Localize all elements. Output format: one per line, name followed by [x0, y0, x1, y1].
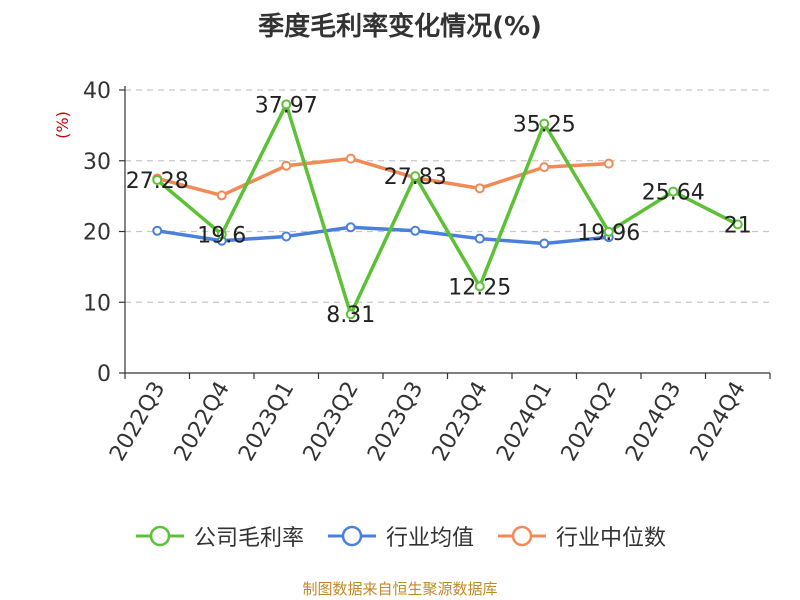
data-point: [668, 186, 679, 197]
legend-item[interactable]: 公司毛利率: [134, 520, 304, 552]
legend-label: 行业中位数: [556, 526, 667, 551]
chart-title: 季度毛利率变化情况(%): [258, 12, 542, 42]
data-label: 37.97: [255, 93, 318, 118]
x-tick-label: 2023Q4: [428, 378, 493, 466]
data-point: [539, 118, 550, 129]
data-point: [345, 153, 356, 164]
data-point: [216, 190, 227, 201]
data-label: 27.28: [126, 169, 189, 194]
data-label: 35.25: [513, 113, 576, 138]
y-axis-label: (%): [53, 111, 72, 139]
legend-item[interactable]: 行业均值: [326, 520, 474, 552]
data-point: [216, 229, 227, 240]
y-tick-label: 20: [83, 221, 111, 246]
x-tick-label: 2022Q4: [170, 378, 235, 466]
data-point: [474, 183, 485, 194]
y-tick-label: 30: [83, 150, 111, 175]
series-line: [156, 225, 609, 246]
series-line: [156, 156, 609, 198]
data-point: [603, 226, 614, 237]
series-line: [156, 102, 739, 316]
data-label: 27.83: [384, 165, 447, 190]
data-point: [474, 281, 485, 292]
source-note: 制图数据来自恒生聚源数据库: [302, 580, 498, 598]
y-tick-label: 40: [83, 79, 111, 104]
legend: 公司毛利率 行业均值 行业中位数: [0, 520, 800, 552]
data-label: 12.25: [448, 275, 511, 300]
data-point: [603, 158, 614, 169]
data-point: [410, 171, 421, 182]
data-point: [281, 160, 292, 171]
x-tick-label: 2024Q4: [686, 378, 751, 466]
data-label: 19.96: [577, 221, 640, 246]
data-point: [281, 99, 292, 110]
data-point: [345, 309, 356, 320]
data-point: [152, 174, 163, 185]
y-tick-label: 10: [83, 291, 111, 316]
x-tick-label: 2024Q1: [492, 378, 557, 466]
x-tick-label: 2023Q1: [234, 378, 299, 466]
series-layer: [152, 99, 743, 320]
legend-marker: [498, 525, 546, 547]
data-label: 8.31: [326, 303, 375, 328]
legend-marker: [327, 525, 376, 547]
data-point: [410, 225, 421, 236]
data-point: [539, 238, 550, 249]
legend-marker: [135, 525, 184, 547]
data-point: [281, 231, 292, 242]
data-label: 25.64: [642, 181, 705, 206]
data-point: [152, 225, 163, 236]
x-tick-label: 2023Q3: [363, 378, 428, 466]
legend-item[interactable]: 行业中位数: [496, 520, 666, 552]
data-label: 21: [724, 213, 752, 238]
x-tick-label: 2024Q3: [621, 378, 686, 466]
data-label: 19.6: [197, 223, 246, 248]
legend-label: 公司毛利率: [193, 526, 304, 551]
y-tick-label: 0: [97, 362, 111, 387]
x-tick-label: 2023Q2: [299, 378, 364, 466]
x-tick-label: 2024Q2: [557, 378, 622, 466]
label-layer: 27.28 19.6 37.97 8.31 27.83 12.25 35.25 19.9625…: [126, 93, 752, 328]
data-point: [345, 222, 356, 233]
data-point: [539, 162, 550, 173]
x-tick-label: 2022Q3: [105, 378, 170, 466]
legend-label: 行业均值: [385, 526, 474, 551]
data-point: [474, 233, 485, 244]
data-point: [732, 219, 743, 230]
